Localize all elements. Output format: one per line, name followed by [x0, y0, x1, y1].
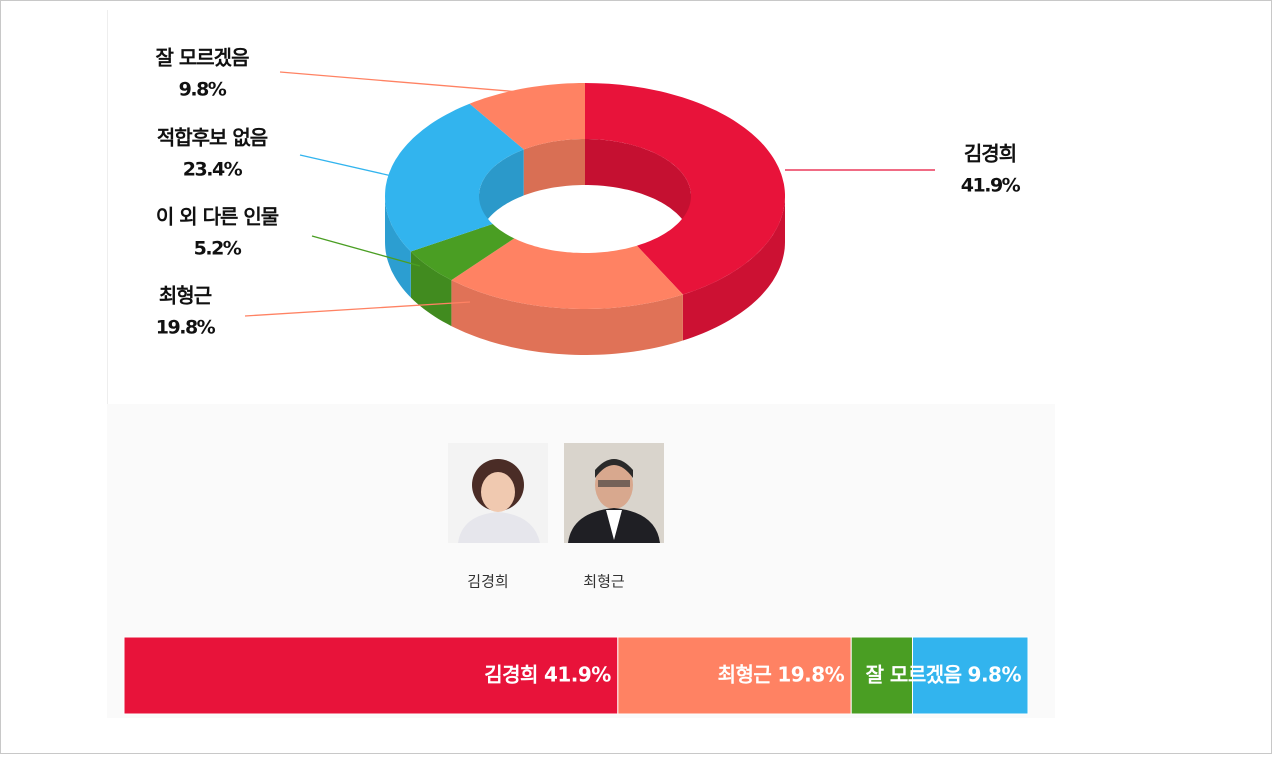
bar-label-name: 김경희 — [484, 662, 538, 686]
slice-value: 41.9% — [961, 175, 1021, 197]
photo — [448, 443, 548, 543]
bar-label-value: 19.8% — [777, 662, 844, 686]
screen: 김경희 최형근 김경희41.9%최형근19.8%이 외 다른 인물5.2%적합후… — [0, 0, 1272, 754]
slice-value: 5.2% — [194, 238, 242, 260]
photo — [564, 443, 664, 543]
slice-label: 김경희 — [964, 142, 1016, 166]
bar-label-value: 9.8% — [968, 662, 1022, 686]
bar-label-name: 최형근 — [718, 662, 772, 686]
candidate-name: 최형근 — [583, 573, 625, 591]
slice-label: 적합후보 없음 — [157, 126, 268, 150]
slice-label: 이 외 다른 인물 — [156, 205, 279, 229]
slice-value: 23.4% — [183, 159, 243, 181]
slice-label: 최형근 — [159, 284, 212, 308]
slice-label: 잘 모르겠음 — [156, 46, 250, 70]
bar-label-value: 41.9% — [544, 662, 611, 686]
bar-label-name: 잘 모르겠음 — [866, 662, 962, 686]
candidate-name: 김경희 — [467, 573, 508, 591]
slice-value: 19.8% — [156, 317, 216, 339]
page: 김경희 최형근 김경희41.9%최형근19.8%이 외 다른 인물5.2%적합후… — [0, 0, 1272, 754]
slice-value: 9.8% — [179, 79, 227, 101]
